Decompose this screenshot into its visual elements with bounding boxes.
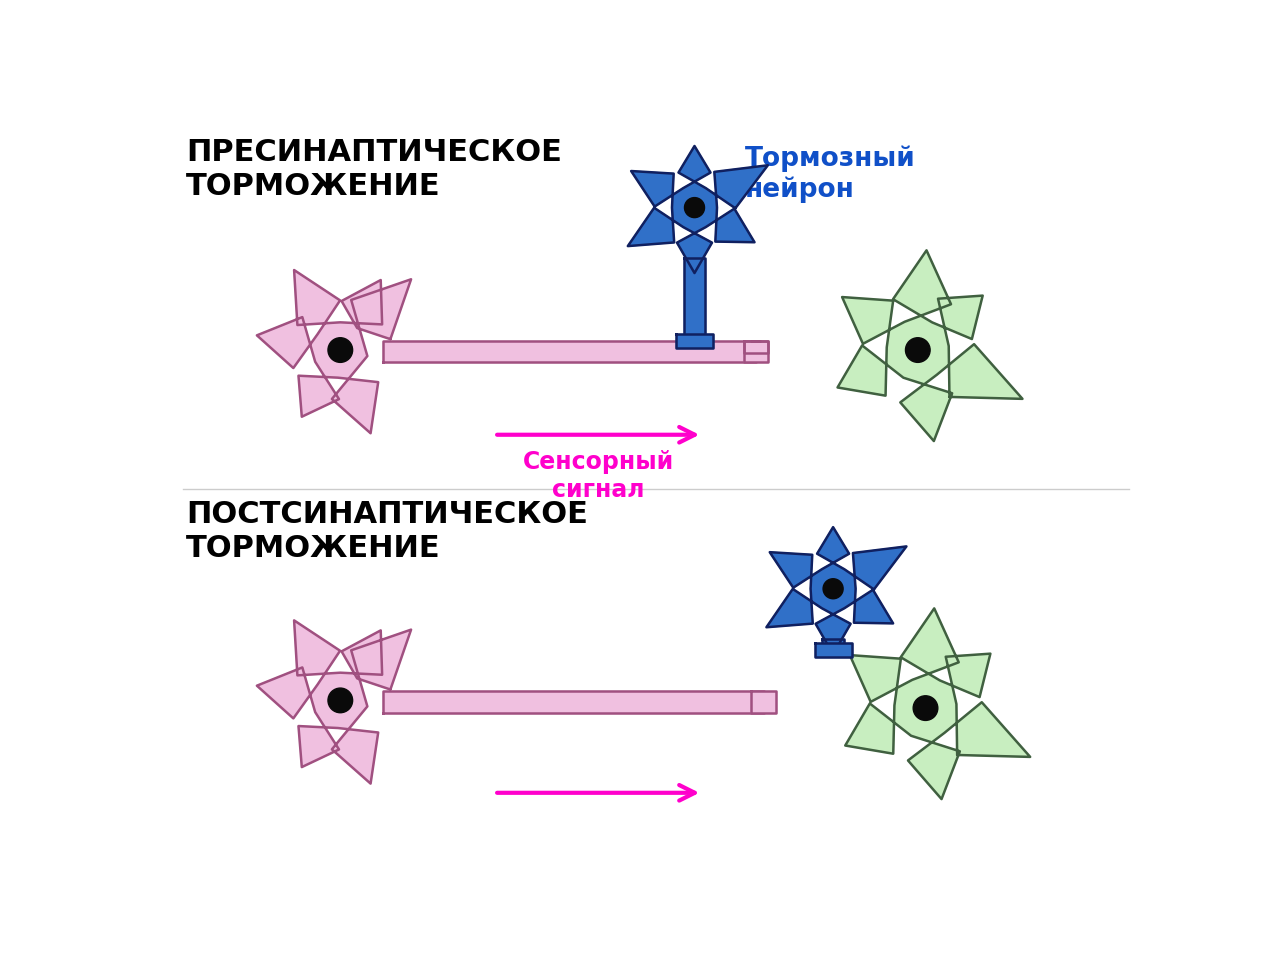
Polygon shape: [744, 341, 768, 353]
Polygon shape: [751, 691, 776, 712]
Circle shape: [913, 696, 938, 720]
Circle shape: [685, 198, 704, 218]
Polygon shape: [676, 334, 713, 348]
Polygon shape: [767, 527, 906, 654]
Polygon shape: [822, 638, 844, 650]
Text: ПОСТСИНАПТИЧЕСКОЕ
ТОРМОЖЕНИЕ: ПОСТСИНАПТИЧЕСКОЕ ТОРМОЖЕНИЕ: [187, 500, 589, 563]
Circle shape: [328, 688, 352, 712]
Circle shape: [328, 338, 352, 362]
Circle shape: [905, 338, 931, 362]
Polygon shape: [744, 341, 768, 362]
Text: Сенсорный
сигнал: Сенсорный сигнал: [522, 450, 673, 502]
Polygon shape: [257, 620, 411, 783]
Circle shape: [823, 579, 844, 599]
Polygon shape: [383, 341, 756, 362]
Polygon shape: [627, 146, 768, 273]
Polygon shape: [845, 609, 1030, 799]
Text: ПРЕСИНАПТИЧЕСКОЕ
ТОРМОЖЕНИЕ: ПРЕСИНАПТИЧЕСКОЕ ТОРМОЖЕНИЕ: [187, 138, 562, 201]
Polygon shape: [814, 643, 851, 658]
Polygon shape: [837, 251, 1023, 441]
Text: Тормозный
нейрон: Тормозный нейрон: [745, 146, 915, 204]
Polygon shape: [257, 270, 411, 433]
Polygon shape: [684, 257, 705, 341]
Polygon shape: [383, 691, 764, 712]
